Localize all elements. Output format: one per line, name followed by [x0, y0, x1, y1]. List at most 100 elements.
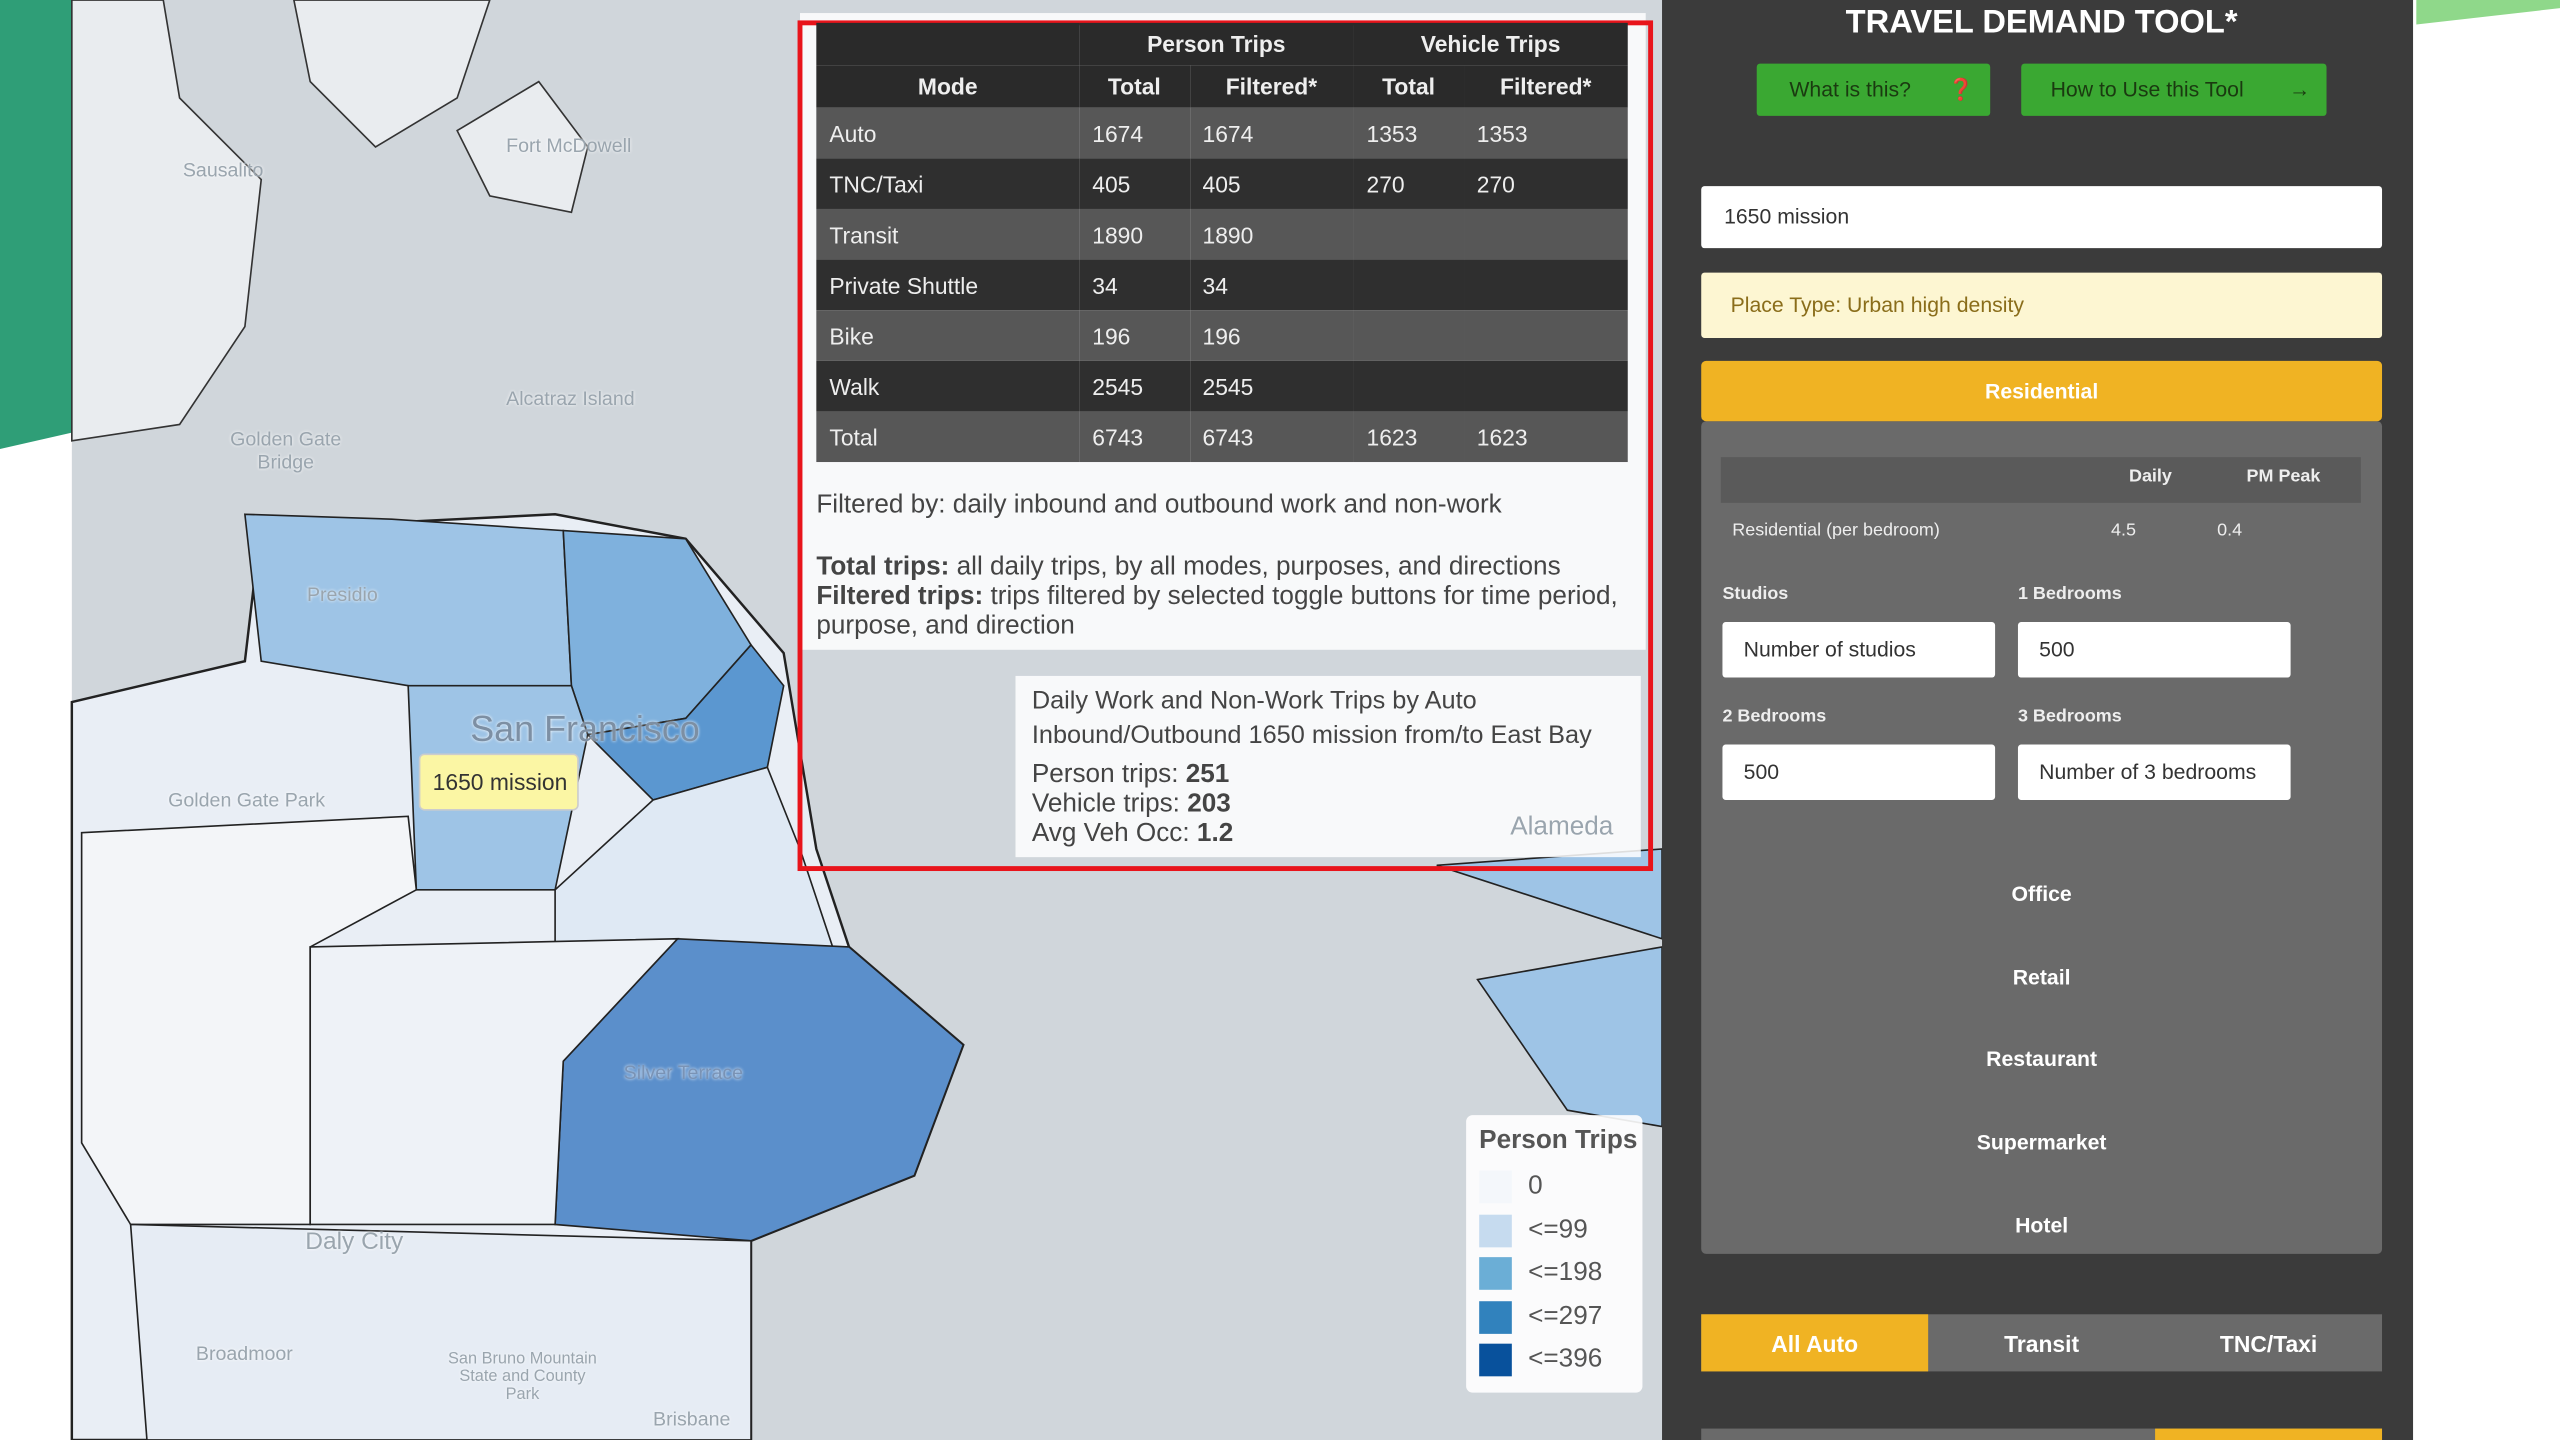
map-label: Brisbane: [653, 1407, 731, 1431]
empty-cell: [1463, 208, 1628, 260]
tooltip-label: Person trips:: [1031, 760, 1179, 789]
legend-item: 0: [1479, 1166, 1637, 1209]
legend-label: <=198: [1528, 1259, 1603, 1287]
unit-input[interactable]: Number of 3 bedrooms: [2017, 744, 2291, 800]
input-label: 3 Bedrooms: [2017, 706, 2122, 727]
mode-name: Transit: [816, 208, 1080, 260]
land-use-header[interactable]: Residential: [1984, 378, 2099, 404]
mode-toggle[interactable]: TNC/Taxi: [2219, 1330, 2318, 1357]
legend: Person Trips 0 <=99 <=198 <=297 <=396: [1479, 1127, 1637, 1383]
rate-name: Residential (per bedroom): [1732, 520, 1940, 541]
definition-term: Filtered trips:: [816, 582, 984, 611]
rate-pm-peak: 0.4: [2217, 520, 2243, 541]
empty-cell: [1463, 360, 1628, 412]
cell-value: 1890: [1079, 208, 1190, 260]
mode-toggle[interactable]: All Auto: [1771, 1330, 1859, 1357]
tooltip-value: 251: [1185, 760, 1230, 789]
input-label: 1 Bedrooms: [2017, 584, 2122, 605]
mode-name: Total: [816, 411, 1080, 463]
table-row: Bike 196 196: [816, 310, 1628, 361]
button-text: What is this?: [1789, 76, 1911, 102]
legend-item: <=99: [1479, 1209, 1637, 1252]
legend-swatch: [1479, 1171, 1512, 1204]
definition-term: Total trips:: [816, 553, 950, 582]
map-label: Broadmoor: [195, 1342, 293, 1365]
marker-label: 1650 mission: [432, 768, 568, 796]
rate-column: PM Peak: [2246, 466, 2321, 487]
input-label: Studios: [1722, 584, 1789, 605]
place-type: Place Type: Urban high density: [1730, 292, 2025, 317]
filter-note: Filtered by: daily inbound and outbound …: [816, 491, 1502, 520]
cell-value: 270: [1353, 158, 1464, 209]
column-header: Total: [1353, 65, 1464, 108]
empty-cell: [1353, 310, 1464, 361]
map-label: San Bruno Mountain State and County Park: [448, 1350, 597, 1405]
help-button[interactable]: What is this? ❓: [1756, 63, 1991, 116]
unit-input[interactable]: 500: [2017, 622, 2291, 678]
cell-value: 405: [1189, 158, 1354, 209]
rate-daily: 4.5: [2111, 520, 2136, 541]
empty-cell: [1353, 259, 1464, 311]
mode-name: Bike: [816, 310, 1080, 361]
empty-cell: [1463, 310, 1628, 361]
app-title: TRAVEL DEMAND TOOL*: [1845, 4, 2238, 41]
land-use-tab[interactable]: Restaurant: [1986, 1047, 2098, 1072]
land-use-tab[interactable]: Retail: [2012, 964, 2071, 989]
legend-label: <=297: [1528, 1302, 1603, 1331]
cell-value: 196: [1079, 310, 1190, 361]
legend-swatch: [1479, 1300, 1512, 1334]
column-header: Total: [1079, 65, 1190, 108]
definition-text: trips filtered by selected toggle button…: [816, 582, 1618, 640]
tooltip-title: Inbound/Outbound 1650 mission from/to Ea…: [1031, 721, 1592, 750]
cell-value: 1890: [1189, 208, 1354, 260]
unit-input[interactable]: 500: [1722, 744, 1996, 800]
cell-value: 6743: [1189, 411, 1354, 463]
table-row: Total 6743 6743 1623 1623: [816, 411, 1628, 463]
land-use-tab[interactable]: Hotel: [2015, 1212, 2069, 1238]
map-label: Golden Gate Bridge: [230, 427, 342, 474]
table-row: Auto 1674 1674 1353 1353: [816, 107, 1628, 159]
land-use-tab[interactable]: Office: [2011, 881, 2072, 907]
tooltip-item: Person trips: 251: [1032, 761, 1592, 790]
cell-value: 34: [1189, 259, 1354, 311]
legend-item: <=396: [1479, 1339, 1637, 1382]
cell-value: 1623: [1353, 411, 1464, 463]
map-label: San Francisco: [470, 708, 700, 750]
table-row: Private Shuttle 34 34: [816, 259, 1628, 311]
address-input[interactable]: 1650 mission: [1702, 187, 2381, 247]
cell-value: 196: [1189, 310, 1354, 361]
mode-name: Private Shuttle: [816, 259, 1080, 311]
group-header: Vehicle Trips: [1353, 22, 1628, 66]
tooltip-label: Vehicle trips:: [1031, 790, 1180, 818]
map-label: Golden Gate Park: [168, 788, 325, 812]
legend-swatch: [1479, 1344, 1512, 1377]
mode-name: TNC/Taxi: [816, 158, 1080, 209]
tooltip-item: Vehicle trips: 203: [1032, 790, 1592, 819]
legend-item: <=297: [1479, 1296, 1637, 1339]
land-use-tab[interactable]: Supermarket: [1976, 1129, 2107, 1155]
column-header: Mode: [816, 65, 1080, 108]
mode-name: Walk: [816, 360, 1080, 412]
cell-value: 1353: [1353, 107, 1464, 159]
input-label: 2 Bedrooms: [1722, 706, 1827, 727]
empty-cell: [1353, 360, 1464, 412]
table-row: Walk 2545 2545: [816, 360, 1628, 412]
map-label: Alameda: [1510, 813, 1614, 841]
unit-input[interactable]: Number of studios: [1722, 622, 1996, 678]
map-label: Alcatraz Island: [506, 386, 635, 410]
cell-value: 6743: [1079, 411, 1190, 463]
table-row: TNC/Taxi 405 405 270 270: [816, 158, 1628, 209]
howto-button[interactable]: How to Use this Tool →: [2021, 63, 2327, 116]
tooltip-title: Daily Work and Non-Work Trips by Auto: [1031, 687, 1477, 716]
definition-text: all daily trips, by all modes, purposes,…: [956, 553, 1561, 582]
button-text: How to Use this Tool: [2050, 76, 2244, 102]
legend-swatch: [1479, 1257, 1512, 1291]
mode-toggle[interactable]: Transit: [2004, 1330, 2080, 1357]
table-row: Transit 1890 1890: [816, 208, 1628, 260]
map-label: Fort McDowell: [506, 133, 632, 157]
trip-table: Person Trips Vehicle Trips Mode Total Filte…: [816, 22, 1628, 463]
cell-value: 34: [1079, 259, 1190, 311]
column-header: Filtered*: [1189, 65, 1354, 108]
